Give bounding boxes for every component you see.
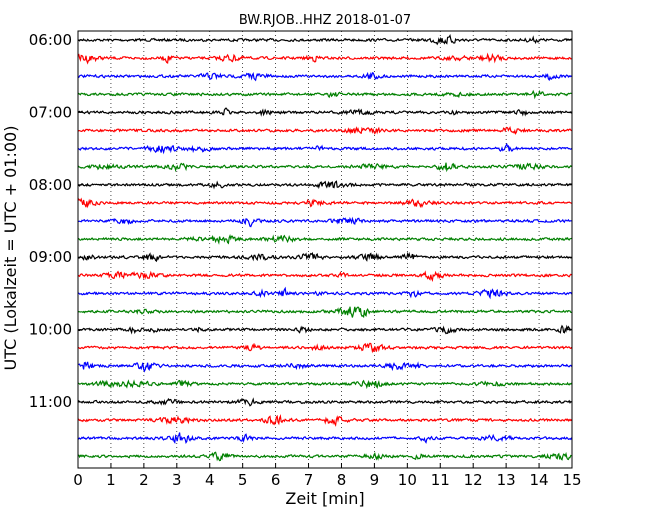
trace-1045	[77, 379, 573, 390]
x-grid	[110, 31, 540, 468]
x-tick-label: 2	[139, 471, 149, 489]
seismogram-traces	[77, 34, 573, 462]
y-axis-label: UTC (Lokalzeit = UTC + 01:00)	[1, 126, 20, 371]
trace-0730	[77, 142, 572, 155]
trace-0845	[77, 234, 572, 245]
y-tick-label: 10:00	[29, 321, 72, 339]
trace-0630	[77, 71, 572, 82]
x-tick-label: 9	[370, 471, 380, 489]
x-tick-label: 15	[562, 471, 581, 489]
trace-0900	[77, 251, 572, 263]
x-tick-label: 6	[271, 471, 281, 489]
y-tick-label: 07:00	[29, 103, 72, 121]
trace-1130	[77, 432, 573, 445]
trace-0930	[77, 286, 573, 300]
chart-title: BW.RJOB..HHZ 2018-01-07	[239, 13, 411, 28]
x-tick-label: 3	[172, 471, 182, 489]
x-axis-ticks: 0 1 2 3 4 5 6 7 8 9 10 11 12 13 14 15	[73, 463, 582, 489]
y-tick-label: 06:00	[29, 31, 72, 49]
y-tick-label: 09:00	[29, 248, 72, 266]
trace-0815	[77, 197, 572, 209]
trace-1100	[77, 397, 572, 407]
trace-1145	[77, 451, 572, 462]
y-axis-ticks: 06:00 07:00 08:00 09:00 10:00 11:00	[29, 31, 572, 411]
y-tick-label: 11:00	[29, 393, 72, 411]
trace-0945	[77, 306, 572, 319]
x-tick-label: 1	[106, 471, 116, 489]
x-tick-label: 14	[530, 471, 549, 489]
x-tick-label: 10	[398, 471, 417, 489]
trace-0830	[77, 216, 572, 228]
x-tick-label: 13	[497, 471, 516, 489]
trace-0800	[77, 180, 572, 190]
x-axis-label: Zeit [min]	[285, 489, 364, 508]
trace-1000	[77, 324, 573, 335]
trace-0700	[77, 107, 573, 117]
x-tick-label: 7	[304, 471, 314, 489]
trace-0645	[77, 89, 572, 100]
trace-1015	[77, 342, 573, 354]
trace-0915	[77, 270, 572, 283]
x-tick-label: 0	[73, 471, 83, 489]
x-tick-label: 11	[431, 471, 450, 489]
plot-frame	[77, 30, 573, 469]
trace-0715	[77, 126, 572, 135]
trace-0615	[77, 52, 572, 65]
x-tick-label: 12	[464, 471, 483, 489]
trace-1030	[77, 361, 573, 373]
trace-1115	[77, 413, 573, 427]
x-tick-label: 8	[337, 471, 347, 489]
trace-0600	[78, 34, 572, 46]
trace-0745	[77, 162, 573, 173]
x-tick-label: 4	[205, 471, 215, 489]
x-tick-label: 5	[238, 471, 248, 489]
y-tick-label: 08:00	[29, 176, 72, 194]
